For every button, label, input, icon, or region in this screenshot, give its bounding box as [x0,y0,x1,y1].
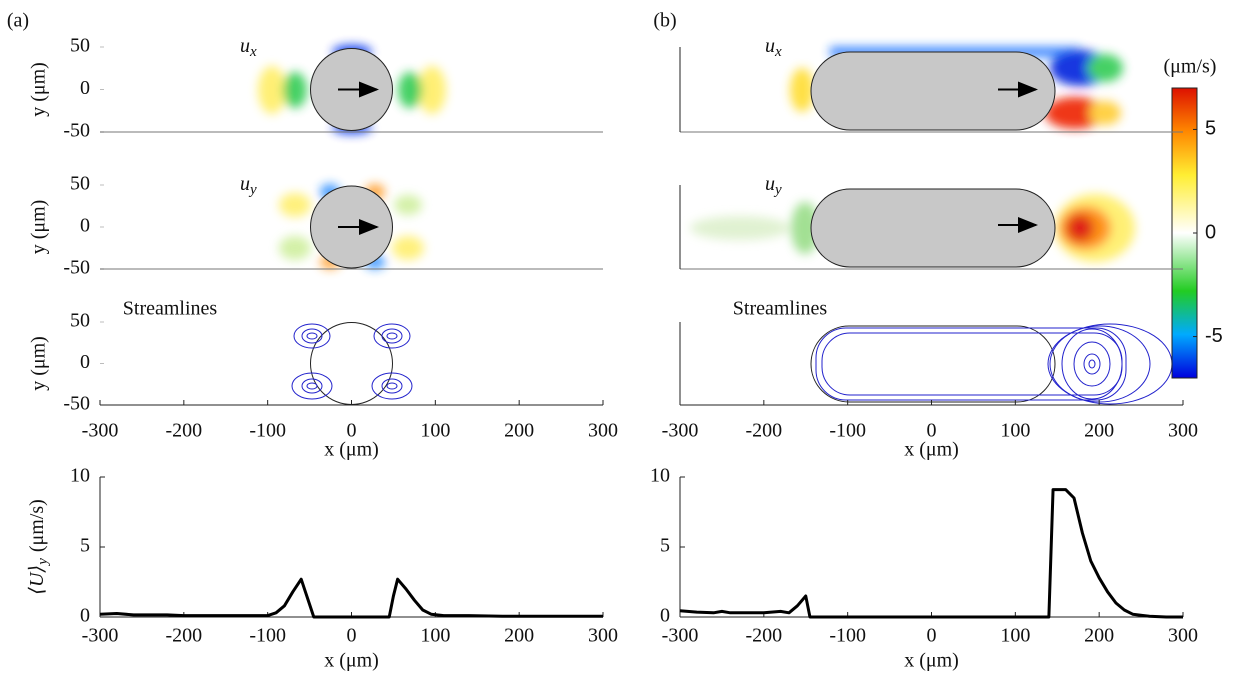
heatmap-a-ux [258,45,446,134]
panel-label: (a) [7,10,29,32]
y-tick-label: 50 [70,35,90,57]
row-label: Streamlines [123,298,218,320]
y-tick-label: 0 [80,215,90,237]
x-tick-label: 100 [420,625,450,647]
y-tick-label: -50 [63,120,90,142]
row-label-symbol: u [765,35,775,57]
x-tick-label: 300 [1168,420,1198,442]
y-tick-label: -50 [63,393,90,415]
capsule [810,51,1056,131]
y-axis-label: y (μm) [28,336,50,391]
streamlines-a [291,322,413,405]
colorbar-label: (μm/s) [1164,56,1217,78]
y-tick-label: 5 [80,535,90,557]
x-axis-label: x (μm) [324,439,379,461]
y-axis-label: y (μm) [28,62,50,117]
x-axis-label: x (μm) [324,650,379,672]
y-tick-label: 0 [80,605,90,627]
y-label-unit: (μm/s) [26,499,48,552]
y-tick-label: -50 [63,257,90,279]
y-axis-label: y (μm) [28,200,50,255]
row-label-symbol: u [765,173,775,195]
row-label: uy [240,173,257,199]
panel-label: (b) [653,10,676,32]
x-tick-label: -200 [745,420,782,442]
capsule [810,188,1056,268]
y-tick-label: 10 [70,465,90,487]
x-tick-label: 200 [1084,420,1114,442]
data-line [679,488,1183,619]
heatmap-b-uy [690,194,1135,262]
row-label-subscript: x [249,44,257,60]
row-label: ux [240,35,257,61]
y-tick-label: 0 [80,77,90,99]
x-tick-label: 100 [1000,420,1030,442]
row-label-subscript: y [773,182,782,198]
x-tick-label: -100 [249,625,286,647]
x-tick-label: 100 [1000,625,1030,647]
x-tick-label: 100 [420,420,450,442]
y-tick-label: 50 [70,173,90,195]
row-label-subscript: x [774,44,782,60]
x-tick-label: 200 [504,625,534,647]
x-tick-label: 0 [927,420,937,442]
x-tick-label: 0 [347,625,357,647]
x-tick-label: -300 [662,420,699,442]
x-tick-label: 0 [347,420,357,442]
y-label-symbol: ⟨U⟩ [26,565,48,595]
x-tick-label: -200 [165,420,202,442]
x-tick-label: 300 [1168,625,1198,647]
row-label: uy [765,173,782,199]
x-tick-label: 300 [588,420,618,442]
x-tick-label: -100 [829,625,866,647]
x-tick-label: 200 [1084,625,1114,647]
colorbar [1171,87,1198,379]
y-tick-label: 10 [650,465,670,487]
x-tick-label: 300 [588,625,618,647]
streamlines-b [810,323,1173,405]
heatmap-a-uy [279,184,424,269]
row-label-subscript: y [248,182,257,198]
colorbar-tick-label: 5 [1205,118,1216,140]
y-tick-label: 0 [660,605,670,627]
x-tick-label: -300 [82,420,119,442]
row-label: ux [765,35,782,61]
row-label-symbol: u [240,173,250,195]
x-tick-label: -300 [82,625,119,647]
row-label: Streamlines [733,298,828,320]
x-tick-label: 0 [927,625,937,647]
y-tick-label: 50 [70,310,90,332]
row-label-symbol: u [240,35,250,57]
x-tick-label: -100 [249,420,286,442]
y-label-subscript: y [35,558,51,567]
x-tick-label: -200 [745,625,782,647]
colorbar-tick-label: -5 [1205,325,1223,347]
x-axis-label: x (μm) [904,650,959,672]
x-tick-label: -300 [662,625,699,647]
x-axis-label: x (μm) [904,439,959,461]
colorbar-tick-label: 0 [1205,221,1216,243]
y-tick-label: 0 [80,351,90,373]
x-tick-label: -200 [165,625,202,647]
x-tick-label: 200 [504,420,534,442]
data-line [99,577,603,619]
y-tick-label: 5 [660,535,670,557]
y-axis-label: ⟨U⟩y (μm/s) [26,499,52,595]
x-tick-label: -100 [829,420,866,442]
